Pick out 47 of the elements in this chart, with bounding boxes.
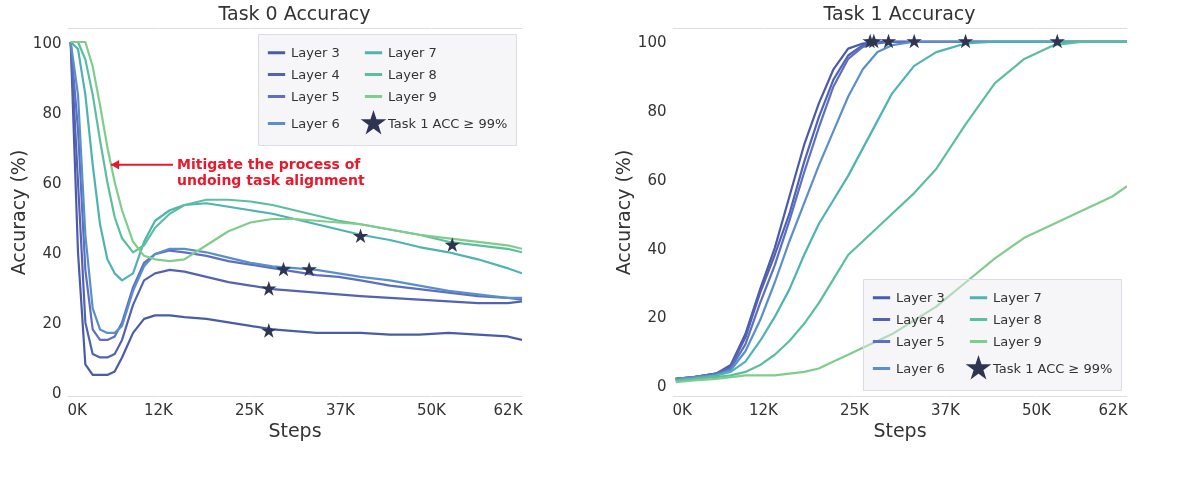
y-axis-title: Accuracy (%) [6,149,29,276]
x-tick-label: 25K [840,400,871,419]
x-tick-label: 0K [67,400,89,419]
legend-label: Layer 5 [896,333,945,349]
x-tick-label: 0K [672,400,694,419]
x-tick-label: 25K [235,400,266,419]
x-tick-label: 12K [749,400,780,419]
chart-title: Task 0 Accuracy [217,2,371,24]
legend-label: Layer 3 [896,289,945,305]
y-tick-label: 60 [647,170,667,189]
x-axis-title: Steps [873,418,927,441]
y-tick-label: 0 [656,377,667,396]
y-tick-label: 40 [647,239,667,258]
x-tick-label: 50K [417,400,448,419]
legend-label: Layer 9 [993,333,1042,349]
y-tick-label: 100 [637,33,667,52]
x-tick-label: 50K [1022,400,1053,419]
y-tick-label: 80 [42,103,62,122]
x-tick-label: 62K [1098,400,1129,419]
x-tick-label: 62K [493,400,524,419]
y-tick-label: 100 [32,33,62,52]
legend-label: Layer 7 [993,289,1042,305]
y-tick-label: 80 [647,102,667,121]
legend-label: Layer 4 [291,66,340,82]
y-tick-label: 0 [51,384,62,402]
y-tick-label: 40 [42,243,62,262]
y-tick-label: 60 [42,173,62,192]
legend-label: Layer 7 [388,44,437,60]
legend-label: Layer 6 [291,115,340,131]
legend-label: Layer 3 [291,44,340,60]
legend-label: Layer 8 [388,66,437,82]
legend-label: Layer 4 [896,311,945,327]
y-tick-label: 20 [42,313,62,332]
x-tick-label: 37K [931,400,962,419]
y-axis-title: Accuracy (%) [611,149,634,276]
legend-label: Layer 6 [896,360,945,376]
legend-label: Task 1 ACC ≥ 99% [992,360,1113,376]
chart-title: Task 1 Accuracy [822,2,976,24]
x-tick-label: 12K [144,400,175,419]
legend-label: Layer 8 [993,311,1042,327]
legend-label: Layer 5 [291,88,340,104]
legend-label: Task 1 ACC ≥ 99% [387,115,508,131]
x-axis-title: Steps [268,418,322,441]
annotation: Mitigate the process of undoing task alignment [177,155,366,188]
y-tick-label: 20 [647,308,667,327]
x-tick-label: 37K [326,400,357,419]
legend-label: Layer 9 [388,88,437,104]
